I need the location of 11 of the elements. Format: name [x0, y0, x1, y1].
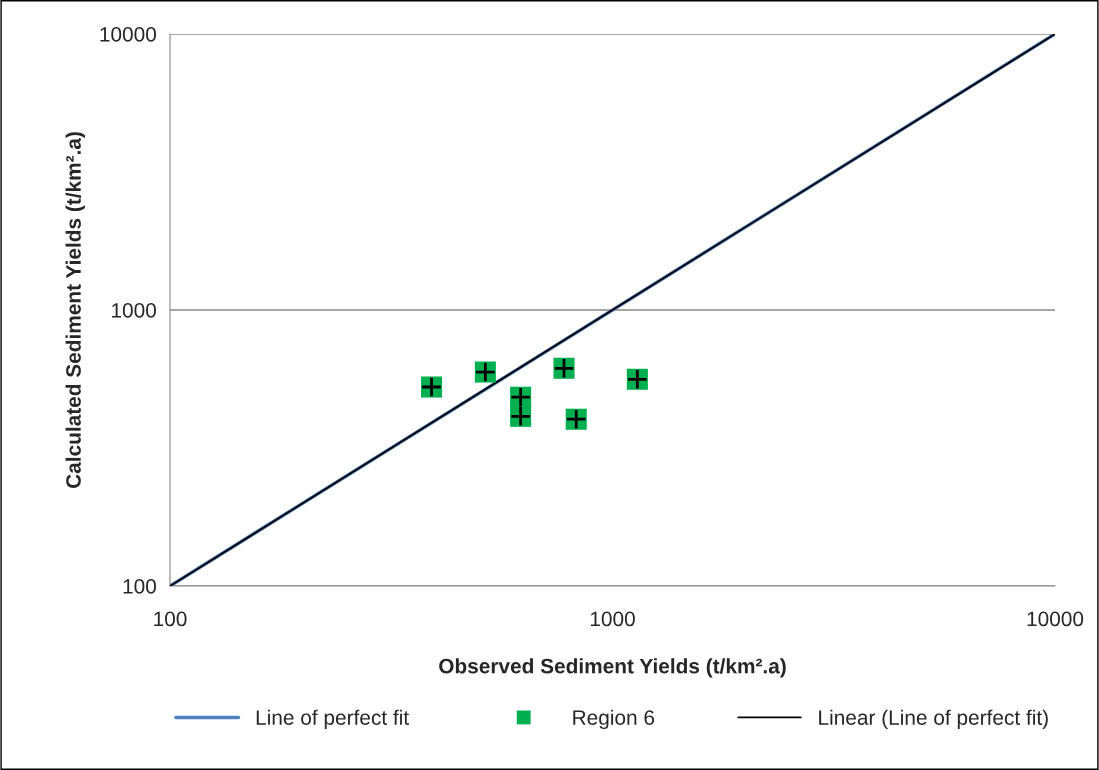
y-tick-label: 1000 [112, 303, 156, 318]
x-tick-label: 100 [154, 611, 187, 627]
x-tick-label: 10000 [1027, 611, 1084, 627]
x-axis-title: Observed Sediment Yields (t/km².a) [439, 658, 786, 678]
legend-label: Line of perfect fit [256, 709, 409, 730]
y-tick-label: 10000 [100, 27, 156, 42]
legend-label: Linear (Line of perfect fit) [819, 709, 1048, 730]
y-tick-label: 100 [123, 579, 156, 594]
x-tick-label: 1000 [590, 611, 635, 627]
y-axis-title: Calculated Sediment Yields (t/km².a) [65, 132, 85, 488]
legend-label: Region 6 [573, 709, 655, 730]
